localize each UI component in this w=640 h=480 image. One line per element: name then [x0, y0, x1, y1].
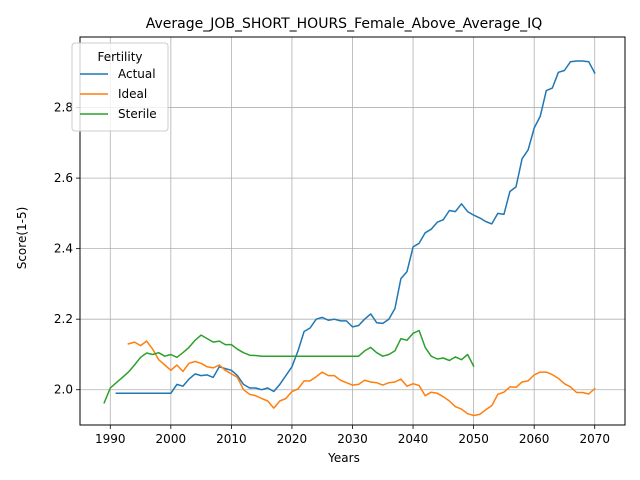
y-tick-label: 2.4 [54, 242, 73, 256]
x-tick-label: 2070 [579, 432, 610, 446]
x-tick-label: 2030 [337, 432, 368, 446]
series-line-sterile [103, 329, 475, 404]
series-line-actual [115, 60, 596, 395]
x-tick-label: 2050 [458, 432, 489, 446]
legend-label-ideal: Ideal [118, 87, 147, 101]
x-tick-label: 1990 [95, 432, 126, 446]
chart-title: Average_JOB_SHORT_HOURS_Female_Above_Ave… [146, 16, 543, 32]
x-tick-label: 2060 [519, 432, 550, 446]
legend-title: Fertility [97, 50, 142, 64]
y-tick-label: 2.6 [54, 171, 73, 185]
series-lines [103, 60, 596, 417]
x-axis-label: Years [327, 451, 360, 465]
legend: Fertility Actual Ideal Sterile [71, 42, 169, 132]
x-tick-label: 2040 [398, 432, 429, 446]
y-axis-ticks: 2.0 2.2 2.4 2.6 2.8 [54, 101, 80, 397]
x-tick-label: 2000 [156, 432, 187, 446]
y-tick-label: 2.2 [54, 312, 73, 326]
x-tick-label: 2010 [216, 432, 247, 446]
y-tick-label: 2.8 [54, 101, 73, 115]
legend-label-actual: Actual [118, 67, 156, 81]
x-axis-ticks: 1990 2000 2010 2020 2030 2040 2050 2060 2070 [95, 425, 610, 446]
legend-box [71, 42, 169, 132]
legend-label-sterile: Sterile [118, 107, 157, 121]
x-tick-label: 2020 [277, 432, 308, 446]
grid-lines [80, 37, 625, 425]
y-axis-label: Score(1-5) [15, 207, 29, 270]
y-tick-label: 2.0 [54, 383, 73, 397]
series-line-ideal [127, 340, 596, 417]
